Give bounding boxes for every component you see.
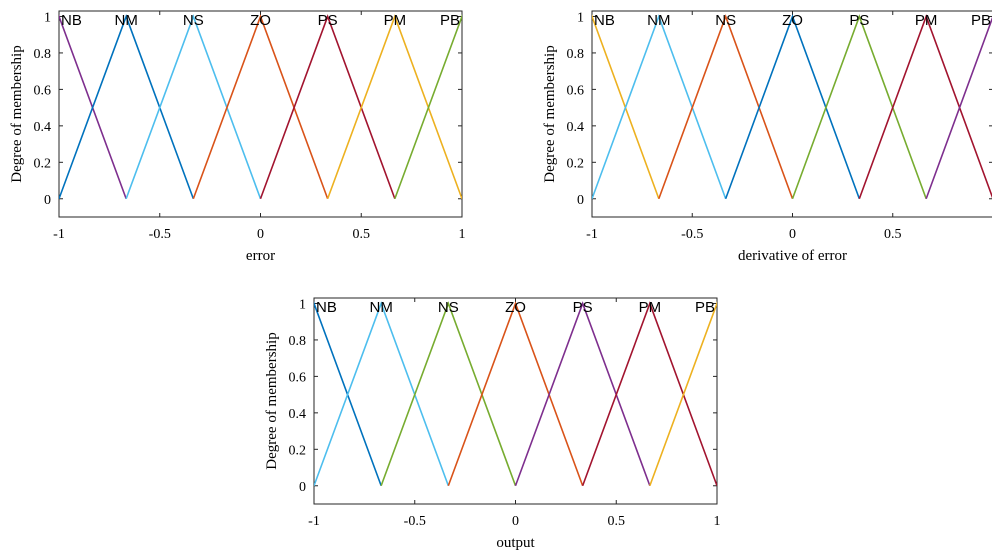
mf-label-ns: NS xyxy=(183,12,204,29)
mf-label-pb: PB xyxy=(695,299,715,316)
x-axis-label: output xyxy=(496,535,535,551)
mf-label-zo: ZO xyxy=(250,12,271,29)
y-tick-label: 0.6 xyxy=(34,83,52,98)
x-tick-label: 0.5 xyxy=(353,227,371,242)
x-tick-label: 1 xyxy=(459,227,466,242)
mf-label-nb: NB xyxy=(61,12,82,29)
x-tick-label: -1 xyxy=(53,227,65,242)
mf-label-ns: NS xyxy=(715,12,736,29)
x-tick-label: 1 xyxy=(714,514,721,529)
mf-label-nm: NM xyxy=(369,299,392,316)
x-tick-label: -1 xyxy=(586,227,598,242)
y-tick-label: 0.4 xyxy=(34,120,52,135)
series-line-nm xyxy=(59,14,195,200)
mf-label-nb: NB xyxy=(594,12,615,29)
mf-label-ps: PS xyxy=(318,12,338,29)
series-line-pb xyxy=(925,16,992,200)
series-line-nm xyxy=(314,301,450,487)
series-line-nb xyxy=(59,14,127,200)
mf-label-nm: NM xyxy=(647,12,670,29)
y-tick-label: 0.8 xyxy=(34,47,52,62)
chart-2: 0 0.2 0.4 0.6 0.8 1 -1 -0.5 0 0.5 derivative of er… xyxy=(542,10,992,264)
mf-label-pm: PM xyxy=(915,12,938,29)
mf-label-nb: NB xyxy=(316,299,337,316)
series-line-pb xyxy=(394,14,462,200)
y-tick-label: 0.2 xyxy=(289,443,307,458)
series-line-zo xyxy=(447,301,584,487)
mf-label-zo: ZO xyxy=(782,12,803,29)
x-tick-label: 0 xyxy=(512,514,519,529)
mf-label-pb: PB xyxy=(971,12,991,29)
x-axis-label: derivative of error xyxy=(738,248,847,264)
series-line-pb xyxy=(649,301,717,487)
mf-label-ns: NS xyxy=(438,299,459,316)
y-axis-label: Degree of membership xyxy=(264,332,280,469)
x-tick-label: -1 xyxy=(308,514,320,529)
x-axis-label: error xyxy=(246,248,275,264)
mf-label-ps: PS xyxy=(573,299,593,316)
y-tick-label: 0.2 xyxy=(34,156,52,171)
mf-label-pb: PB xyxy=(440,12,460,29)
y-axis-label: Degree of membership xyxy=(9,45,25,182)
chart-1: 0 0.2 0.4 0.6 0.8 1 -1 -0.5 0 0.5 1 error Degree of … xyxy=(9,10,466,264)
x-tick-label: -0.5 xyxy=(149,227,171,242)
series-line-pm xyxy=(326,14,462,200)
y-tick-label: 0 xyxy=(299,480,306,495)
y-tick-label: 0 xyxy=(577,193,584,208)
mf-label-zo: ZO xyxy=(505,299,526,316)
x-tick-label: -0.5 xyxy=(681,227,703,242)
series-line-zo xyxy=(724,14,861,200)
mf-label-pm: PM xyxy=(384,12,407,29)
y-tick-label: 0 xyxy=(44,193,51,208)
x-tick-label: -0.5 xyxy=(404,514,426,529)
axes-box xyxy=(313,297,718,505)
series-line-zo xyxy=(192,14,329,200)
mf-label-nm: NM xyxy=(114,12,137,29)
series-line-ps xyxy=(514,301,651,487)
x-tick-label: 0.5 xyxy=(608,514,626,529)
axes-box xyxy=(58,10,463,218)
y-tick-label: 0.8 xyxy=(289,334,307,349)
y-axis-label: Degree of membership xyxy=(542,45,558,182)
series-line-pm xyxy=(858,14,992,200)
y-tick-label: 0.6 xyxy=(567,83,585,98)
series-line-nb xyxy=(592,14,660,200)
series-line-nm xyxy=(592,14,727,200)
y-tick-label: 0.4 xyxy=(289,407,307,422)
y-tick-label: 1 xyxy=(299,297,306,312)
chart-3: 0 0.2 0.4 0.6 0.8 1 -1 -0.5 0 0.5 1 output Degree of… xyxy=(264,297,721,551)
series-line-ns xyxy=(125,14,262,200)
y-tick-label: 1 xyxy=(577,10,584,25)
axes-box xyxy=(591,10,992,218)
series-line-ns xyxy=(658,14,794,200)
mf-label-pm: PM xyxy=(639,299,662,316)
series-line-ps xyxy=(259,14,396,200)
mf-label-ps: PS xyxy=(849,12,869,29)
x-tick-label: 0 xyxy=(257,227,264,242)
y-tick-label: 0.8 xyxy=(567,47,585,62)
x-tick-label: 0 xyxy=(789,227,796,242)
series-line-nb xyxy=(314,301,382,487)
y-tick-label: 0.6 xyxy=(289,370,307,385)
series-line-ps xyxy=(791,14,927,200)
y-tick-label: 0.2 xyxy=(567,156,585,171)
y-tick-label: 1 xyxy=(44,10,51,25)
x-tick-label: 0.5 xyxy=(884,227,902,242)
y-tick-label: 0.4 xyxy=(567,120,585,135)
series-line-pm xyxy=(581,301,717,487)
series-line-ns xyxy=(380,301,517,487)
